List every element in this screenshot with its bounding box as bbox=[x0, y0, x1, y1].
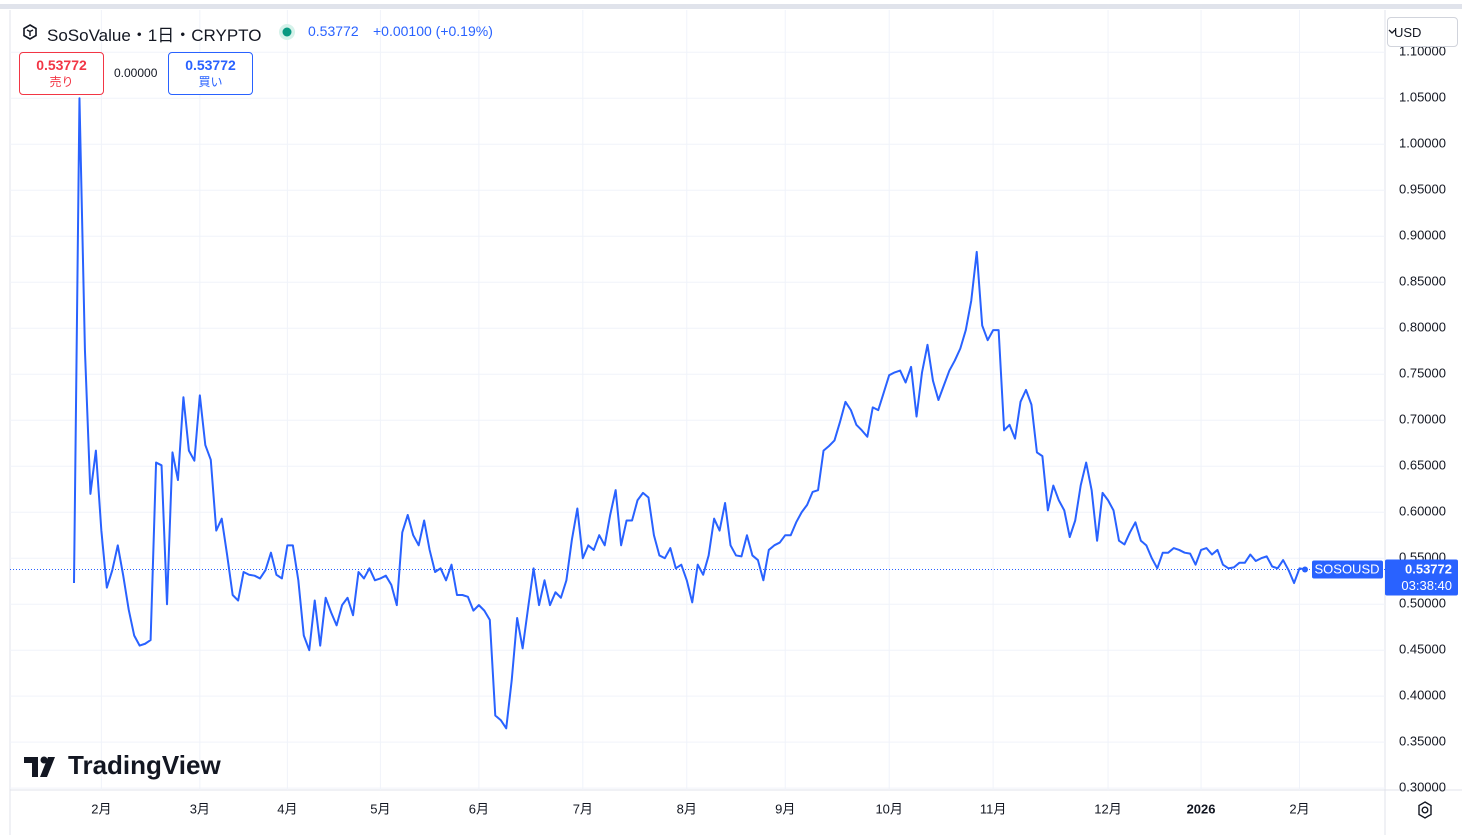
countdown: 03:38:40 bbox=[1401, 578, 1452, 593]
top-strip bbox=[0, 4, 1462, 9]
last-price: SOSOUSD 0.53772 03:38:40 bbox=[1312, 559, 1458, 596]
x-tick-label: 2月 bbox=[91, 801, 111, 816]
y-tick-label: 0.65000 bbox=[1399, 458, 1446, 473]
x-tick-label: 2月 bbox=[1289, 801, 1309, 816]
buy-button[interactable]: 0.53772 買い bbox=[168, 52, 253, 95]
y-tick-label: 0.70000 bbox=[1399, 412, 1446, 427]
x-tick-label: 7月 bbox=[573, 801, 593, 816]
grid: 0.300000.350000.400000.450000.500000.550… bbox=[10, 10, 1446, 816]
sell-label: 売り bbox=[49, 75, 74, 89]
y-tick-label: 0.45000 bbox=[1399, 642, 1446, 657]
dropdown-arrow bbox=[1388, 29, 1396, 34]
y-tick-label: 1.10000 bbox=[1399, 44, 1446, 59]
y-tick-label: 0.90000 bbox=[1399, 228, 1446, 243]
y-tick-label: 0.80000 bbox=[1399, 320, 1446, 335]
plot bbox=[10, 97, 1385, 730]
price-tag bbox=[1385, 559, 1458, 596]
x-tick-label: 10月 bbox=[875, 801, 902, 816]
currency-select[interactable]: USD bbox=[1387, 17, 1458, 47]
y-tick-label: 0.75000 bbox=[1399, 366, 1446, 381]
x-tick-label: 4月 bbox=[277, 801, 297, 816]
y-tick-label: 0.95000 bbox=[1399, 182, 1446, 197]
settings-button[interactable] bbox=[1415, 800, 1435, 820]
last-point bbox=[1302, 566, 1308, 573]
y-tick-label: 0.30000 bbox=[1399, 780, 1446, 795]
buy-label: 買い bbox=[198, 75, 223, 89]
x-tick-label: 9月 bbox=[775, 801, 795, 816]
y-tick-label: 0.85000 bbox=[1399, 274, 1446, 289]
y-tick-label: 0.50000 bbox=[1399, 596, 1446, 611]
watermark: TradingView bbox=[24, 750, 221, 780]
symbol-icon bbox=[23, 24, 37, 40]
symbol-tag bbox=[1312, 560, 1383, 579]
symbol-tag-label: SOSOUSD bbox=[1314, 561, 1379, 576]
price-tag-label: 0.53772 bbox=[1405, 561, 1452, 576]
x-tick-label: 5月 bbox=[370, 801, 390, 816]
market-status[interactable] bbox=[278, 23, 296, 41]
x-tick-label: 2026 bbox=[1187, 801, 1216, 816]
y-tick-label: 0.60000 bbox=[1399, 504, 1446, 519]
x-tick-label: 3月 bbox=[190, 801, 210, 816]
watermark-text: TradingView bbox=[68, 750, 221, 780]
y-tick-label: 0.40000 bbox=[1399, 688, 1446, 703]
tv-logo-dot bbox=[40, 756, 48, 764]
y-tick-label: 1.00000 bbox=[1399, 136, 1446, 151]
spread: 0.00000 bbox=[114, 66, 158, 80]
header-change: +0.00100 (+0.19%) bbox=[373, 23, 493, 39]
buy-price: 0.53772 bbox=[185, 57, 236, 73]
price-line bbox=[73, 97, 1306, 730]
tv-logo bbox=[24, 757, 55, 777]
sell-button[interactable]: 0.53772 売り bbox=[19, 52, 104, 95]
x-tick-label: 11月 bbox=[980, 801, 1007, 816]
symbol-title: SoSoValue・1日・CRYPTO bbox=[47, 26, 262, 45]
y-tick-label: 0.35000 bbox=[1399, 734, 1446, 749]
x-tick-label: 8月 bbox=[677, 801, 697, 816]
y-tick-label: 1.05000 bbox=[1399, 90, 1446, 105]
x-tick-label: 12月 bbox=[1094, 801, 1121, 816]
x-tick-label: 6月 bbox=[469, 801, 489, 816]
sell-price: 0.53772 bbox=[36, 57, 87, 73]
header-price: 0.53772 bbox=[308, 23, 359, 39]
currency-label: USD bbox=[1394, 25, 1422, 40]
